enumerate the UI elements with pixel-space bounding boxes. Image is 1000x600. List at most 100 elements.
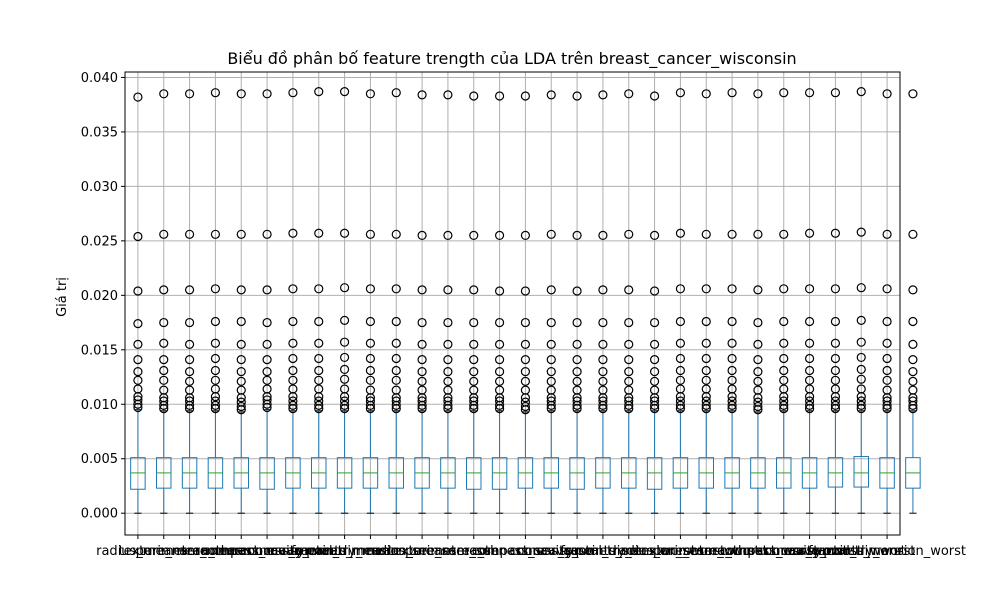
box-21: [672, 88, 689, 514]
flier-point: [624, 355, 634, 365]
box-25: [776, 88, 792, 514]
flier-point: [520, 91, 531, 101]
flier-point: [908, 385, 918, 395]
flier-point: [494, 366, 505, 377]
flier-point: [288, 88, 298, 98]
flier-point: [314, 400, 324, 410]
flier-point: [494, 376, 505, 386]
flier-point: [546, 376, 556, 386]
flier-point: [469, 376, 479, 386]
flier-point: [624, 376, 634, 386]
flier-point: [701, 316, 711, 327]
x-tick-label: concave points_se: [517, 544, 636, 559]
flier-point: [469, 317, 479, 328]
y-tick-label: 0.025: [81, 234, 118, 249]
flier-point: [339, 352, 350, 363]
flier-point: [882, 365, 892, 376]
flier-point: [598, 317, 608, 328]
flier-point: [159, 385, 169, 395]
box-20: [646, 91, 663, 514]
flier-point: [339, 374, 350, 384]
flier-point: [184, 339, 195, 349]
flier-point: [391, 316, 401, 327]
flier-point: [856, 374, 866, 384]
flier-point: [494, 286, 505, 296]
flier-point: [856, 315, 866, 325]
flier-point: [675, 396, 686, 406]
flier-point: [727, 384, 737, 394]
flier-point: [701, 365, 711, 376]
flier-point: [417, 230, 427, 241]
flier-point: [856, 400, 866, 410]
flier-point: [262, 366, 272, 377]
box-series: [130, 87, 921, 514]
flier-point: [856, 227, 866, 237]
flier-point: [727, 88, 737, 98]
flier-point: [494, 396, 505, 406]
x-tick-label: symmetry_mean: [290, 544, 399, 559]
flier-point: [753, 401, 763, 412]
flier-point: [753, 317, 763, 328]
flier-point: [908, 89, 918, 99]
flier-point: [727, 353, 737, 364]
flier-point: [779, 284, 789, 294]
flier-point: [443, 376, 453, 386]
box-24: [750, 89, 766, 514]
flier-point: [727, 396, 737, 406]
flier-point: [701, 89, 711, 99]
flier-point: [546, 385, 556, 395]
x-tick-label: smoothness_worst: [698, 544, 819, 559]
flier-point: [469, 285, 479, 295]
flier-point: [184, 229, 195, 239]
flier-point: [908, 339, 918, 349]
flier-point: [546, 229, 556, 239]
flier-point: [804, 396, 815, 406]
flier-point: [598, 376, 608, 386]
flier-point: [727, 316, 737, 327]
flier-point: [572, 230, 582, 241]
flier-point: [546, 396, 556, 406]
flier-point: [520, 317, 531, 328]
flier-point: [494, 355, 505, 365]
flier-point: [520, 339, 531, 349]
y-tick-label: 0.005: [81, 452, 118, 467]
flier-point: [339, 337, 350, 347]
x-tick-label: texture_worst: [636, 544, 725, 559]
flier-point: [417, 355, 427, 365]
flier-point: [288, 338, 298, 348]
flier-point: [391, 88, 401, 98]
flier-point: [469, 339, 479, 349]
flier-point: [727, 284, 737, 294]
flier-point: [598, 385, 608, 395]
flier-point: [339, 400, 350, 410]
x-tick-label: symmetry_worst: [807, 544, 915, 559]
flier-point: [314, 384, 324, 394]
flier-point: [443, 317, 453, 328]
flier-point: [701, 396, 711, 406]
flier-point: [882, 338, 892, 348]
x-tick-label: fractal_dimension_se: [560, 544, 697, 559]
chart-title: Biểu đồ phân bố feature trength của LDA …: [227, 49, 796, 69]
box-8: [336, 87, 353, 514]
flier-point: [391, 353, 401, 364]
flier-point: [675, 384, 686, 394]
flier-point: [210, 88, 221, 98]
flier-point: [133, 384, 143, 394]
box-iqr: [259, 457, 275, 490]
flier-point: [624, 396, 634, 406]
box-3: [207, 88, 224, 514]
flier-point: [572, 286, 582, 296]
flier-point: [210, 375, 221, 385]
x-tick-label: fractal_dimension_mean: [291, 544, 450, 559]
flier-point: [288, 375, 298, 385]
flier-point: [753, 229, 763, 239]
flier-point: [417, 366, 427, 377]
box-6: [285, 88, 301, 514]
x-tick-label: compactness_worst: [720, 544, 848, 559]
flier-point: [546, 366, 556, 377]
box-17: [569, 91, 585, 514]
flier-point: [908, 366, 918, 377]
flier-point: [262, 395, 272, 405]
flier-point: [365, 375, 376, 385]
